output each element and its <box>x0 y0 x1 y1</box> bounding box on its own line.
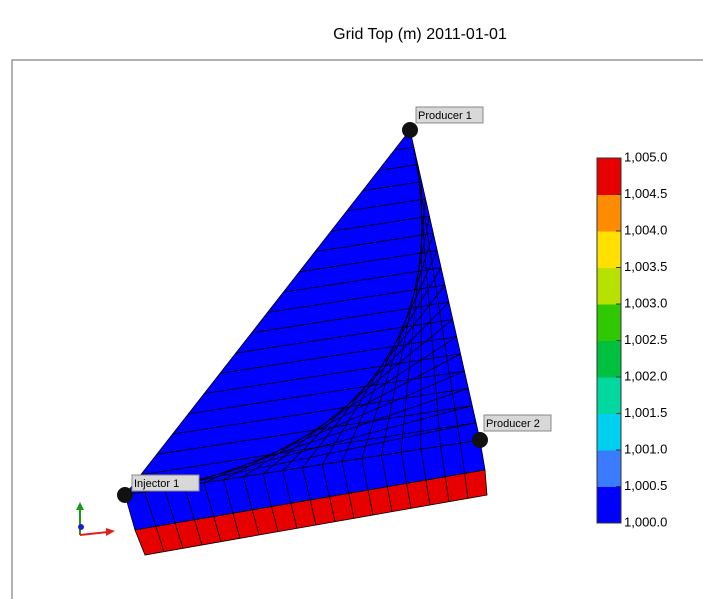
side-line <box>302 467 317 526</box>
cell-line <box>188 370 465 415</box>
color-step <box>597 450 621 487</box>
side-line <box>341 461 355 519</box>
cell-line <box>394 146 414 151</box>
tick-label: 1,001.5 <box>624 405 667 420</box>
cell-line <box>172 387 469 435</box>
side-line <box>242 476 260 536</box>
tick-label: 1,004.5 <box>624 186 667 201</box>
cell-line <box>283 267 442 293</box>
well-label: Producer 2 <box>486 418 540 430</box>
side-line <box>144 491 165 552</box>
cell-line <box>299 250 438 273</box>
tick-label: 1,003.0 <box>624 295 667 310</box>
tick-label: 1,003.5 <box>624 259 667 274</box>
side-line <box>440 446 450 502</box>
axis-x <box>79 531 109 536</box>
well-tag <box>415 106 484 124</box>
well-label: Injector 1 <box>134 478 179 490</box>
cell-line <box>235 319 453 354</box>
tick-label: 1,000.5 <box>624 478 667 493</box>
side-line <box>361 458 374 516</box>
grid: Producer 1 Producer 2 Injector 1 <box>117 106 552 556</box>
cell-line <box>140 422 477 476</box>
well-tag <box>131 474 200 492</box>
cell-line <box>362 181 422 192</box>
color-step <box>597 486 621 524</box>
color-step <box>597 413 621 451</box>
tick-label: 1,002.0 <box>624 368 667 383</box>
color-step <box>597 377 621 414</box>
side-line <box>420 449 431 506</box>
color-step <box>597 231 621 268</box>
axis-z <box>78 524 84 530</box>
well-tag <box>483 414 552 432</box>
color-step <box>597 267 621 305</box>
cell-line <box>346 198 426 212</box>
well <box>472 432 488 448</box>
tick-label: 1,001.0 <box>624 441 667 456</box>
cell-line <box>204 353 461 395</box>
well <box>117 487 133 503</box>
side-line <box>380 455 393 512</box>
arrow <box>106 528 115 536</box>
side-line <box>262 473 279 532</box>
arrow <box>76 502 84 510</box>
well-label: Producer 1 <box>418 110 472 122</box>
side-line <box>282 470 298 529</box>
frame <box>11 59 703 599</box>
side-line <box>400 452 412 509</box>
cell-line <box>417 164 441 447</box>
side-line <box>203 482 222 542</box>
color-step <box>597 158 621 195</box>
title: Grid Top (m) 2011-01-01 <box>333 26 507 43</box>
well <box>402 122 418 138</box>
tick-label: 1,000.0 <box>624 514 667 529</box>
color-step <box>597 194 621 232</box>
cell-line <box>378 164 418 171</box>
axis-triad <box>76 502 115 536</box>
tick-label: 1,002.5 <box>624 332 667 347</box>
tick-label: 1,004.0 <box>624 222 667 237</box>
cell-line <box>156 405 473 455</box>
tick-label: 1,005.0 <box>624 149 667 164</box>
cell-line <box>330 215 430 232</box>
color-step <box>597 304 621 341</box>
colorbar: 1,005.0 1,004.5 1,004.0 1,003.5 1,003.0 1,002… <box>596 149 667 529</box>
side-line <box>459 443 469 499</box>
side-line <box>321 464 336 522</box>
side-line <box>223 479 241 539</box>
cell-line <box>314 232 434 253</box>
cell-line <box>420 181 423 450</box>
side-line <box>164 488 184 549</box>
cell-line <box>413 147 461 444</box>
color-step <box>597 340 621 378</box>
cell-line <box>251 301 449 334</box>
side-line <box>183 485 203 546</box>
cell-line <box>219 336 457 374</box>
